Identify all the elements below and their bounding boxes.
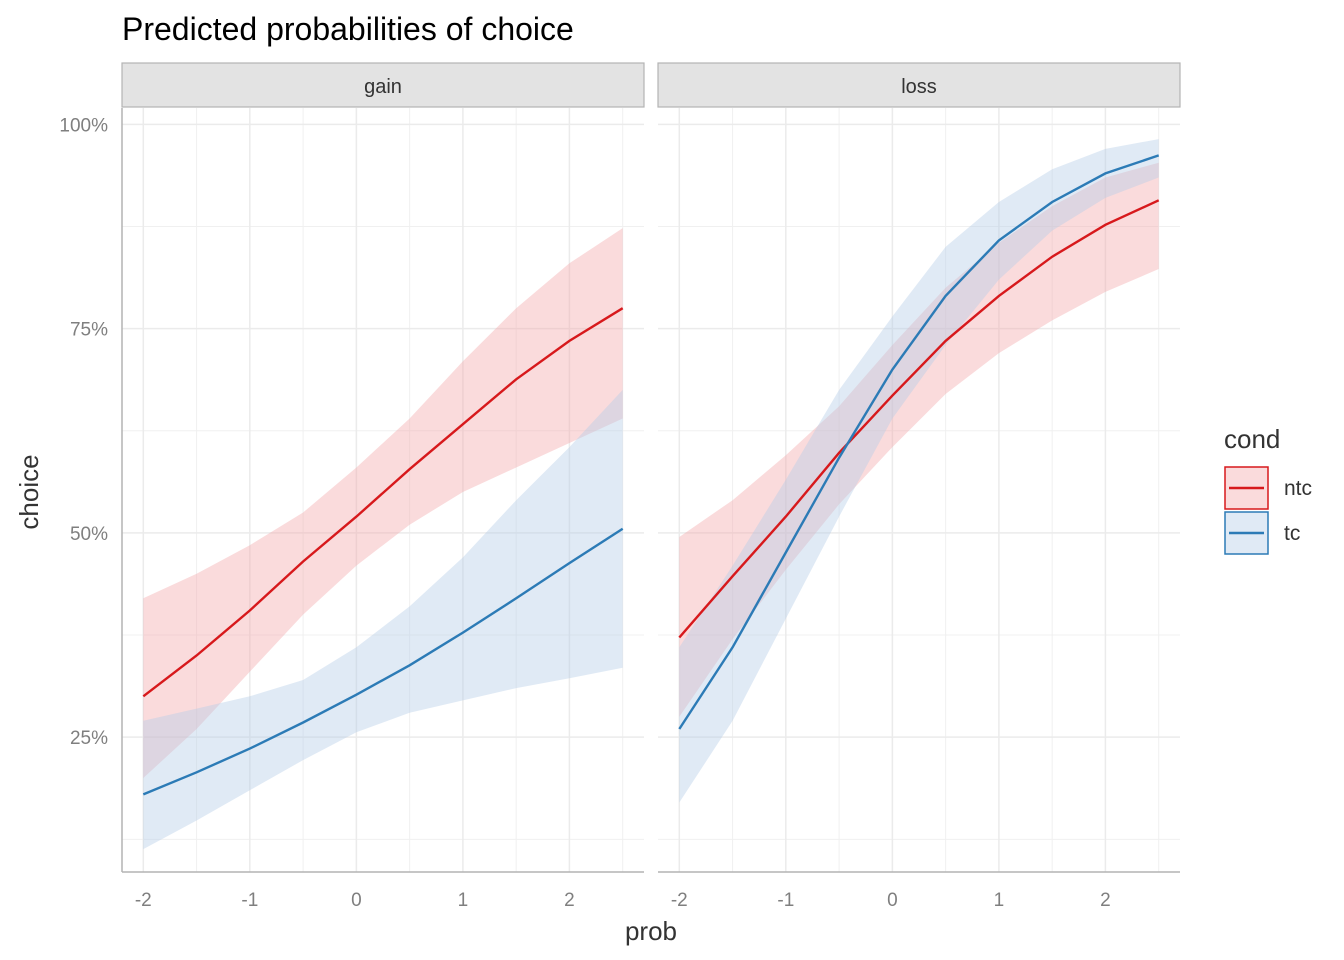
y-tick-label: 25% — [70, 728, 108, 749]
ribbon-ntc — [679, 162, 1159, 717]
strip-loss — [657, 62, 1181, 108]
chart-title: Predicted probabilities of choice — [122, 11, 574, 47]
x-tick-label: -1 — [241, 890, 258, 911]
line-tc — [142, 527, 624, 796]
panel-loss: loss -2 -1 0 1 2 — [657, 62, 1181, 911]
legend-label-ntc: ntc — [1284, 477, 1312, 500]
line-ntc — [142, 307, 624, 698]
y-tick-label: 50% — [70, 524, 108, 545]
panel-gain: gain 25% 50% 75% 100% -2 -1 0 1 2 — [59, 62, 645, 911]
x-tick-label: -2 — [135, 890, 152, 911]
x-tick-label: -1 — [777, 890, 794, 911]
x-tick-label: -2 — [671, 890, 688, 911]
x-tick-label: 2 — [564, 890, 575, 911]
y-tick-label: 100% — [59, 115, 108, 136]
line-ntc — [678, 199, 1160, 639]
x-tick-label: 0 — [887, 890, 898, 911]
x-tick-label: 2 — [1100, 890, 1111, 911]
x-axis-title: prob — [625, 916, 677, 946]
legend-label-tc: tc — [1284, 522, 1300, 545]
legend-title: cond — [1224, 424, 1280, 454]
legend-item-tc: tc — [1224, 511, 1300, 555]
strip-label-gain: gain — [364, 76, 402, 98]
y-tick-label: 75% — [70, 320, 108, 341]
legend-item-ntc: ntc — [1224, 466, 1312, 510]
x-tick-label: 1 — [458, 890, 469, 911]
facet-panels: gain 25% 50% 75% 100% -2 -1 0 1 2 loss -2 -1 0 1 2 — [59, 62, 1181, 911]
legend: cond ntc tc — [1224, 424, 1312, 555]
line-tc — [678, 154, 1160, 730]
strip-gain — [121, 62, 645, 108]
x-tick-label: 1 — [994, 890, 1005, 911]
strip-label-loss: loss — [901, 76, 937, 98]
x-tick-label: 0 — [351, 890, 362, 911]
ribbon-ntc — [143, 228, 623, 779]
ribbon-tc — [143, 389, 623, 850]
y-axis-title: choice — [14, 454, 44, 529]
